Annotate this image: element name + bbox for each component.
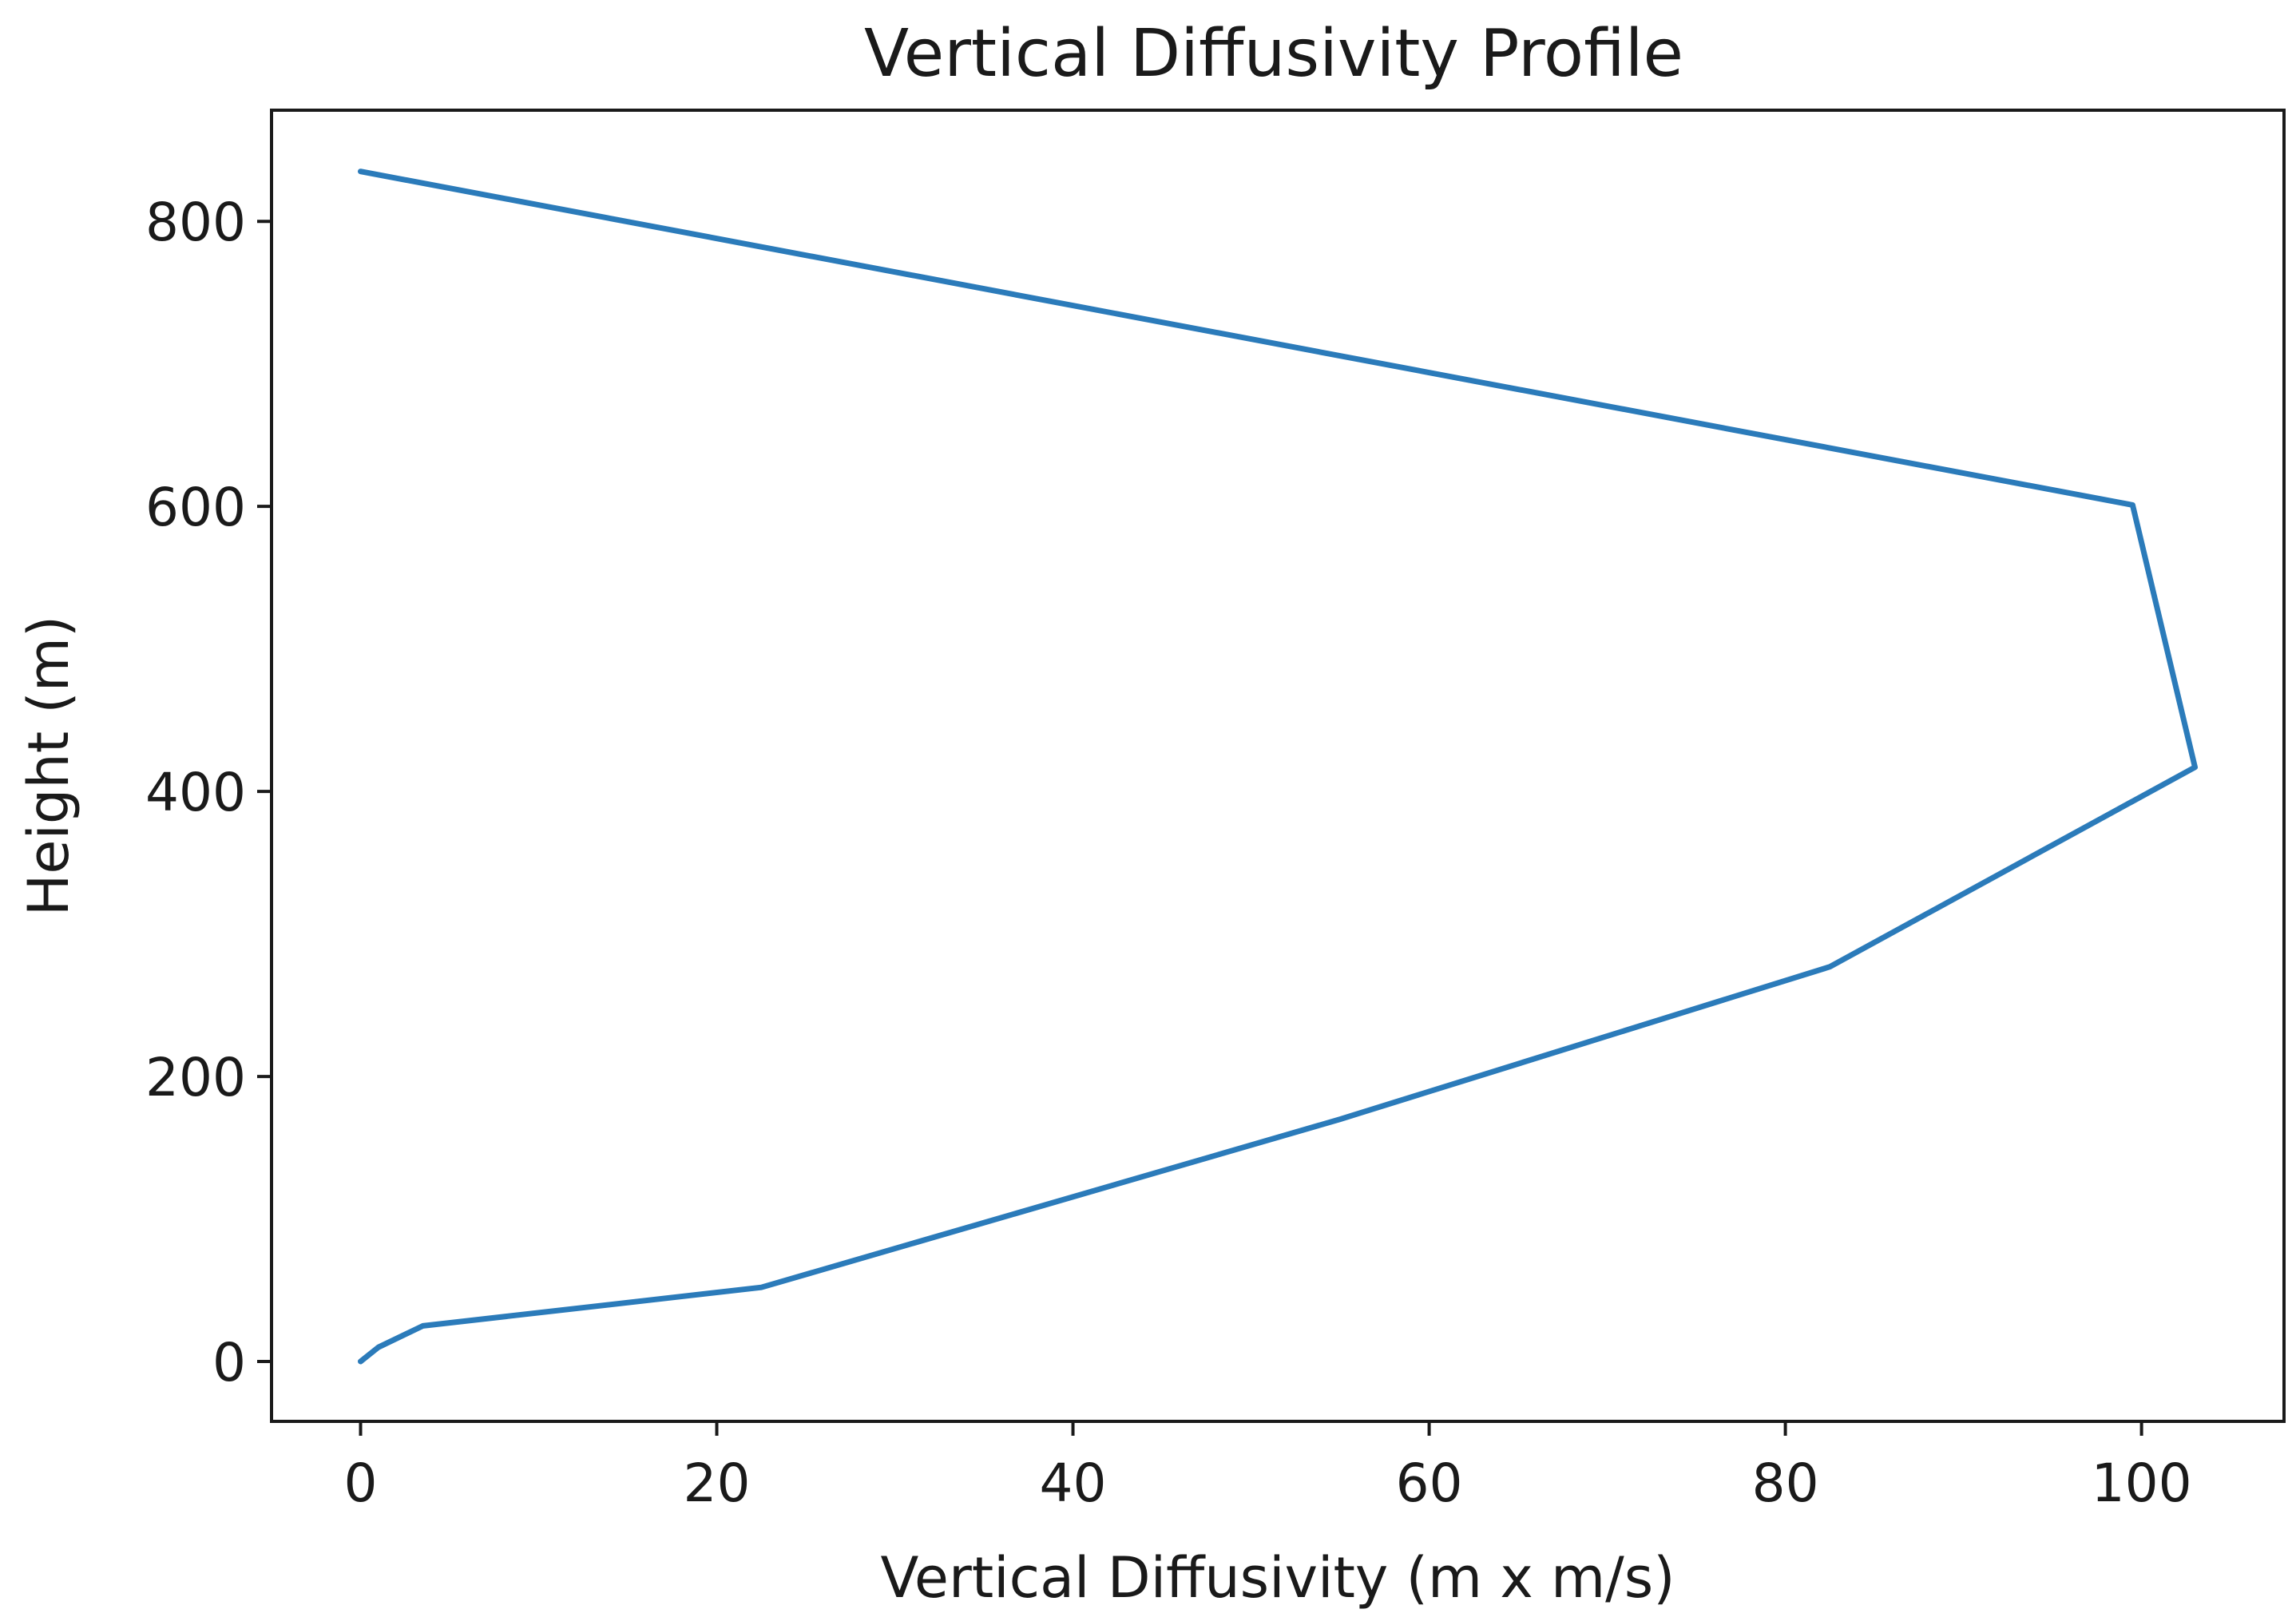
series-line-diffusivity <box>358 168 2198 1365</box>
x-tick-label: 80 <box>1752 1453 1819 1514</box>
chart-title: Vertical Diffusivity Profile <box>864 16 1683 92</box>
x-tick-label: 100 <box>2092 1453 2192 1514</box>
x-tick-label: 20 <box>684 1453 751 1514</box>
y-axis-ticks: 0 200 400 600 800 <box>145 192 272 1393</box>
x-tick-label: 60 <box>1396 1453 1463 1514</box>
y-tick-label: 0 <box>212 1332 246 1393</box>
x-tick-label: 40 <box>1040 1453 1107 1514</box>
y-axis-title: Height (m) <box>16 616 81 916</box>
y-tick-label: 200 <box>145 1047 246 1108</box>
series-layer <box>358 168 2198 1365</box>
x-axis-title: Vertical Diffusivity (m x m/s) <box>880 1545 1675 1611</box>
y-tick-label: 800 <box>145 192 246 253</box>
x-axis-ticks: 0 20 40 60 80 100 <box>344 1421 2192 1514</box>
x-tick-label: 0 <box>344 1453 378 1514</box>
y-tick-label: 400 <box>145 762 246 823</box>
plot-area-frame <box>270 109 2286 1423</box>
y-tick-label: 600 <box>145 477 246 538</box>
